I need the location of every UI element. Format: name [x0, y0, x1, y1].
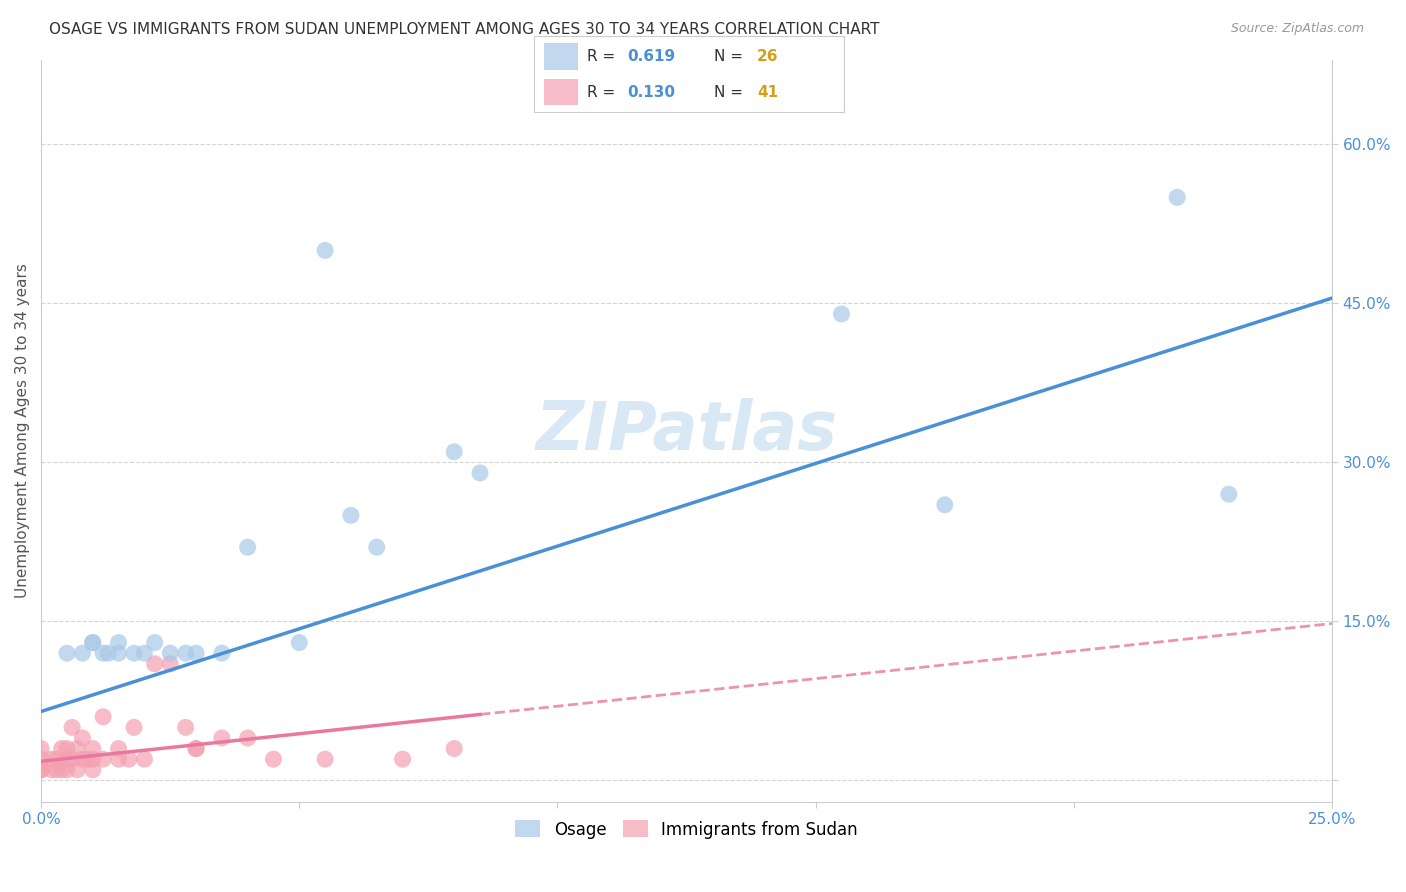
Immigrants from Sudan — [82, 752, 104, 766]
Legend: Osage, Immigrants from Sudan: Osage, Immigrants from Sudan — [509, 814, 865, 846]
Immigrants from Sudan — [211, 731, 233, 745]
Immigrants from Sudan — [236, 731, 259, 745]
Immigrants from Sudan — [60, 720, 83, 734]
Immigrants from Sudan — [66, 741, 89, 756]
Text: N =: N = — [714, 85, 748, 100]
Osage — [831, 307, 853, 321]
Immigrants from Sudan — [122, 720, 145, 734]
Osage — [82, 635, 104, 649]
Osage — [174, 646, 197, 660]
Osage — [366, 540, 388, 554]
Immigrants from Sudan — [134, 752, 156, 766]
Immigrants from Sudan — [263, 752, 285, 766]
Immigrants from Sudan — [184, 741, 207, 756]
Immigrants from Sudan — [51, 763, 73, 777]
Y-axis label: Unemployment Among Ages 30 to 34 years: Unemployment Among Ages 30 to 34 years — [15, 263, 30, 598]
Text: 41: 41 — [756, 85, 778, 100]
Immigrants from Sudan — [56, 763, 79, 777]
Osage — [72, 646, 94, 660]
Osage — [107, 635, 129, 649]
Immigrants from Sudan — [107, 752, 129, 766]
Osage — [1218, 487, 1240, 501]
Immigrants from Sudan — [143, 657, 166, 671]
Osage — [184, 646, 207, 660]
Text: 0.619: 0.619 — [627, 49, 675, 64]
Immigrants from Sudan — [41, 763, 63, 777]
Osage — [468, 466, 491, 480]
Osage — [122, 646, 145, 660]
Immigrants from Sudan — [184, 741, 207, 756]
Immigrants from Sudan — [30, 752, 52, 766]
Immigrants from Sudan — [91, 752, 114, 766]
Text: R =: R = — [586, 49, 620, 64]
Osage — [340, 508, 363, 523]
Immigrants from Sudan — [159, 657, 181, 671]
FancyBboxPatch shape — [534, 36, 844, 112]
Immigrants from Sudan — [107, 741, 129, 756]
Immigrants from Sudan — [391, 752, 413, 766]
Immigrants from Sudan — [41, 752, 63, 766]
Immigrants from Sudan — [314, 752, 336, 766]
Text: R =: R = — [586, 85, 620, 100]
Osage — [82, 635, 104, 649]
Osage — [107, 646, 129, 660]
Osage — [97, 646, 120, 660]
FancyBboxPatch shape — [544, 44, 578, 70]
Text: N =: N = — [714, 49, 748, 64]
Immigrants from Sudan — [51, 741, 73, 756]
Immigrants from Sudan — [45, 752, 67, 766]
Text: OSAGE VS IMMIGRANTS FROM SUDAN UNEMPLOYMENT AMONG AGES 30 TO 34 YEARS CORRELATIO: OSAGE VS IMMIGRANTS FROM SUDAN UNEMPLOYM… — [49, 22, 880, 37]
Immigrants from Sudan — [56, 741, 79, 756]
Text: 0.130: 0.130 — [627, 85, 675, 100]
Immigrants from Sudan — [30, 763, 52, 777]
Immigrants from Sudan — [118, 752, 141, 766]
Immigrants from Sudan — [91, 710, 114, 724]
Text: ZIPatlas: ZIPatlas — [536, 398, 838, 464]
Osage — [934, 498, 956, 512]
Immigrants from Sudan — [72, 731, 94, 745]
Osage — [1166, 190, 1188, 204]
Osage — [314, 244, 336, 258]
Text: Source: ZipAtlas.com: Source: ZipAtlas.com — [1230, 22, 1364, 36]
Immigrants from Sudan — [82, 741, 104, 756]
Immigrants from Sudan — [76, 752, 98, 766]
Immigrants from Sudan — [72, 752, 94, 766]
Osage — [56, 646, 79, 660]
Immigrants from Sudan — [174, 720, 197, 734]
Osage — [91, 646, 114, 660]
Immigrants from Sudan — [30, 741, 52, 756]
Immigrants from Sudan — [60, 752, 83, 766]
Osage — [211, 646, 233, 660]
Osage — [443, 444, 465, 458]
Osage — [143, 635, 166, 649]
Osage — [134, 646, 156, 660]
Immigrants from Sudan — [45, 763, 67, 777]
Osage — [236, 540, 259, 554]
Immigrants from Sudan — [30, 763, 52, 777]
Osage — [159, 646, 181, 660]
Osage — [288, 635, 311, 649]
Immigrants from Sudan — [56, 752, 79, 766]
Immigrants from Sudan — [82, 763, 104, 777]
Immigrants from Sudan — [443, 741, 465, 756]
Text: 26: 26 — [756, 49, 779, 64]
Immigrants from Sudan — [66, 763, 89, 777]
FancyBboxPatch shape — [544, 78, 578, 105]
